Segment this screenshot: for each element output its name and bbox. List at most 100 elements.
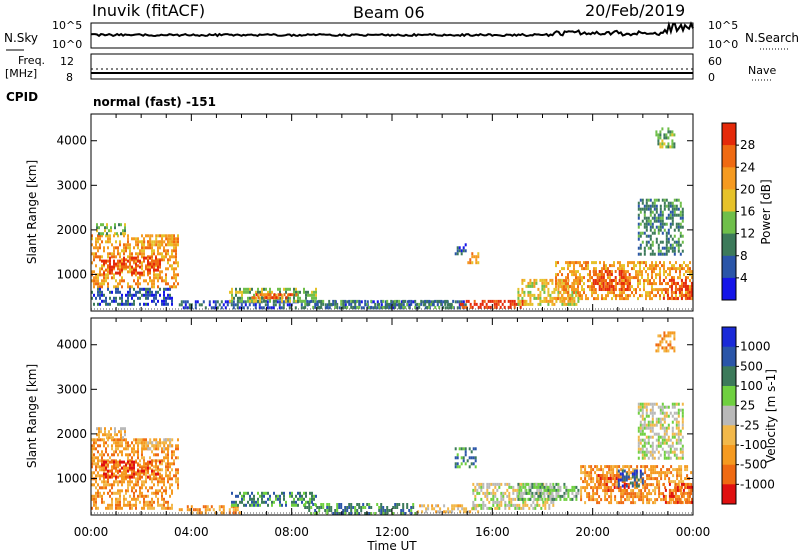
- power-cell: [583, 282, 585, 286]
- power-cell: [517, 287, 520, 291]
- power-cell: [143, 279, 145, 283]
- power-cell: [589, 279, 591, 283]
- power-cell: [155, 240, 158, 244]
- power-cell: [627, 261, 629, 265]
- velocity-cell: [153, 475, 155, 479]
- power-cell: [671, 201, 674, 205]
- velocity-cell: [675, 417, 678, 421]
- power-cell: [469, 305, 472, 309]
- velocity-cell: [107, 483, 109, 487]
- velocity-cell: [610, 465, 613, 469]
- velocity-cell: [506, 482, 509, 486]
- velocity-cell: [519, 485, 522, 489]
- velocity-cell: [99, 465, 101, 469]
- power-cell: [669, 210, 672, 214]
- power-cell: [595, 297, 597, 301]
- velocity-cell: [233, 500, 235, 504]
- velocity-cell: [295, 503, 297, 507]
- power-cell: [356, 299, 359, 303]
- power-cell: [649, 228, 652, 232]
- velocity-cell: [678, 468, 681, 472]
- velocity-cell: [127, 453, 129, 457]
- velocity-cell: [626, 495, 629, 499]
- velocity-cell: [106, 436, 108, 440]
- velocity-cell: [115, 460, 117, 464]
- power-cell: [315, 296, 317, 300]
- velocity-cell: [259, 503, 261, 507]
- velocity-cell: [443, 504, 446, 508]
- power-colorbar-tick-label: 20: [740, 182, 755, 196]
- power-cell: [639, 234, 642, 238]
- velocity-cell: [109, 489, 111, 493]
- velocity-cell: [633, 475, 636, 479]
- power-cell: [669, 273, 671, 277]
- power-cell: [324, 303, 327, 307]
- velocity-cell: [596, 486, 599, 490]
- power-cell: [573, 264, 575, 268]
- power-cell: [147, 243, 150, 247]
- velocity-cell: [350, 509, 353, 512]
- velocity-cell: [544, 506, 547, 510]
- velocity-cell: [131, 466, 133, 470]
- power-cell: [665, 136, 668, 140]
- velocity-cell: [474, 497, 477, 501]
- power-cell: [625, 297, 627, 301]
- power-cell: [137, 252, 139, 256]
- power-cell: [689, 285, 691, 289]
- velocity-cell: [662, 471, 665, 475]
- velocity-cell: [117, 483, 119, 487]
- power-cell: [289, 287, 291, 291]
- power-cell: [93, 282, 95, 286]
- power-cell: [681, 210, 684, 214]
- velocity-cell: [610, 471, 613, 475]
- velocity-cell: [672, 468, 675, 472]
- velocity-cell: [686, 500, 689, 504]
- velocity-cell: [677, 438, 680, 442]
- velocity-cell: [611, 483, 614, 486]
- velocity-cell: [177, 477, 179, 481]
- power-cell: [131, 296, 133, 300]
- power-cell: [603, 261, 605, 265]
- power-cell: [679, 213, 682, 217]
- velocity-cell: [594, 465, 597, 469]
- velocity-cell: [657, 417, 660, 421]
- velocity-cell: [97, 474, 99, 478]
- velocity-cell: [577, 488, 580, 492]
- power-cell: [334, 302, 337, 306]
- power-cell: [259, 290, 261, 294]
- velocity-cell: [512, 485, 515, 489]
- power-cell: [267, 290, 269, 294]
- velocity-cell: [163, 456, 165, 460]
- power-cell: [151, 243, 153, 247]
- velocity-cell: [604, 465, 607, 469]
- velocity-cell: [167, 477, 169, 481]
- velocity-cell: [655, 349, 658, 353]
- power-cell: [599, 261, 601, 265]
- power-cell: [107, 259, 109, 263]
- velocity-cell: [131, 489, 133, 493]
- power-cell: [143, 293, 145, 297]
- velocity-cell: [157, 468, 159, 472]
- power-cell: [149, 279, 151, 283]
- power-cell: [161, 302, 163, 306]
- power-cell: [147, 268, 149, 272]
- velocity-cell: [455, 504, 458, 508]
- velocity-cell: [594, 492, 597, 496]
- power-cell: [675, 213, 678, 217]
- velocity-cell: [644, 471, 647, 475]
- power-cell: [378, 302, 381, 306]
- velocity-cell: [167, 438, 170, 442]
- power-cell: [629, 261, 631, 265]
- velocity-cell: [640, 489, 643, 493]
- velocity-cell: [649, 420, 652, 424]
- power-cell: [661, 213, 664, 217]
- power-cell: [113, 267, 115, 271]
- power-cell: [251, 299, 253, 303]
- velocity-cell: [167, 462, 169, 466]
- power-cell: [655, 130, 658, 134]
- power-cell: [509, 305, 512, 309]
- power-cell: [663, 273, 665, 277]
- velocity-cell: [599, 480, 602, 483]
- power-cell: [567, 299, 570, 303]
- power-cell: [297, 299, 299, 303]
